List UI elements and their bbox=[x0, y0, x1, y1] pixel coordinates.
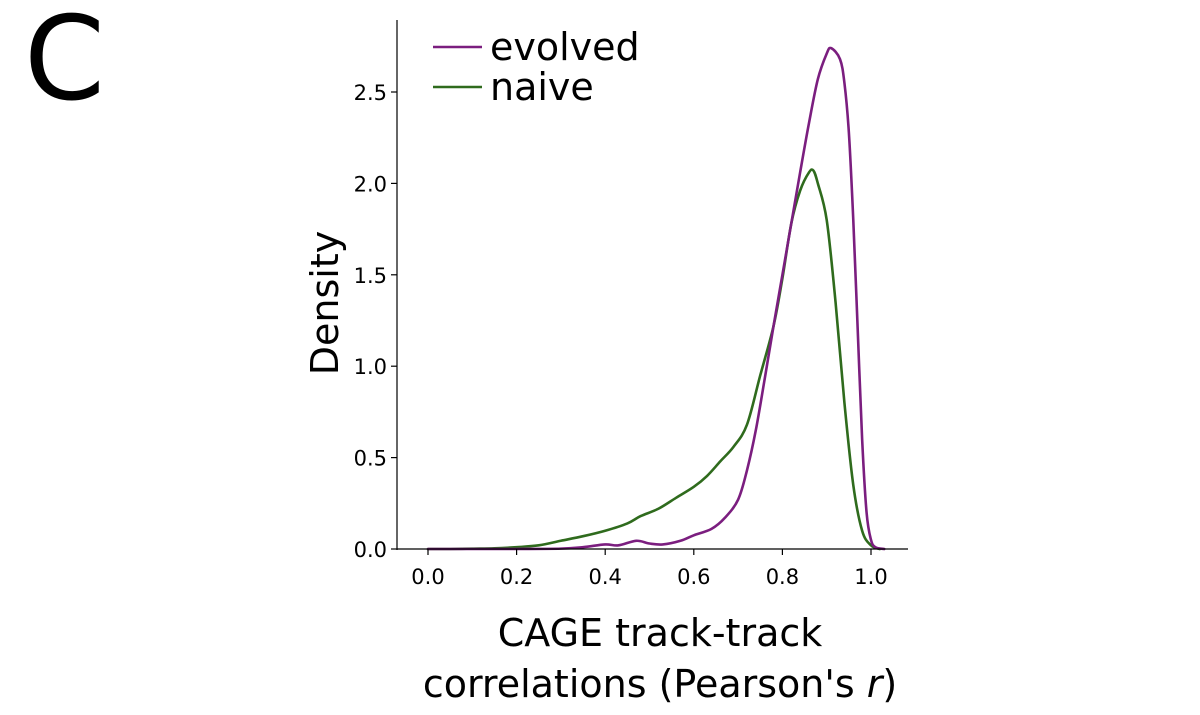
x-tick-label: 0.2 bbox=[500, 565, 533, 589]
y-tick-label: 1.0 bbox=[354, 355, 387, 379]
y-axis-title: Density bbox=[303, 231, 347, 375]
plot-lines bbox=[426, 46, 886, 551]
x-axis-title-line1: CAGE track-track bbox=[498, 611, 823, 655]
x-tick-label: 0.8 bbox=[766, 565, 799, 589]
x-axis-title-line2-prefix: correlations (Pearson's bbox=[423, 662, 867, 706]
x-tick-label: 0.0 bbox=[411, 565, 444, 589]
y-axis-ticks: 0.0 0.5 1.0 1.5 2.0 2.5 bbox=[354, 81, 397, 562]
y-tick-label: 0.5 bbox=[354, 447, 387, 471]
x-tick-label: 0.6 bbox=[677, 565, 710, 589]
legend-label-naive: naive bbox=[490, 65, 594, 109]
x-axis-title-line2: correlations (Pearson's r) bbox=[423, 662, 897, 706]
series-line-naive bbox=[426, 168, 882, 551]
y-tick-label: 2.5 bbox=[354, 81, 387, 105]
legend-label-evolved: evolved bbox=[490, 25, 640, 69]
panel-label: C bbox=[24, 0, 105, 127]
x-axis-title-italic-r: r bbox=[867, 662, 885, 706]
x-axis-ticks: 0.0 0.2 0.4 0.6 0.8 1.0 bbox=[411, 549, 888, 589]
series-line-evolved bbox=[426, 46, 886, 551]
y-tick-label: 1.5 bbox=[354, 264, 387, 288]
x-tick-label: 1.0 bbox=[854, 565, 887, 589]
y-tick-label: 2.0 bbox=[354, 172, 387, 196]
x-axis-title-line2-suffix: ) bbox=[882, 662, 897, 706]
x-tick-label: 0.4 bbox=[588, 565, 621, 589]
y-tick-label: 0.0 bbox=[354, 538, 387, 562]
